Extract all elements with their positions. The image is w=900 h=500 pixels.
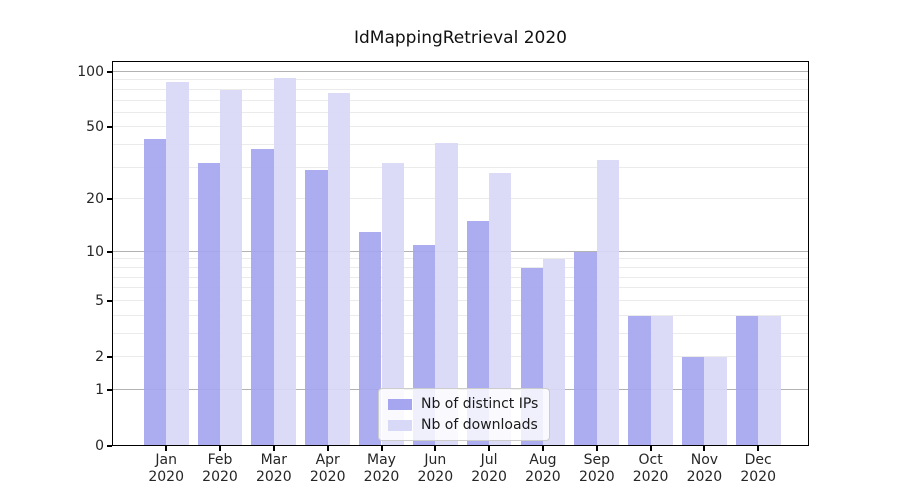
- bar-feb-downloads: [220, 89, 243, 446]
- x-tick-label: Nov 2020: [686, 452, 723, 485]
- x-tick-mark: [757, 446, 760, 451]
- bar-sep-distinct-ips: [574, 251, 597, 446]
- bar-jul-downloads: [489, 173, 512, 446]
- y-tick-mark: [107, 198, 112, 201]
- x-tick-mark: [380, 446, 383, 451]
- x-tick-mark: [219, 446, 221, 451]
- y-tick-mark: [107, 356, 112, 358]
- gridline-minor: [112, 266, 809, 268]
- bar-nov-downloads: [704, 357, 727, 446]
- gridline-minor: [112, 144, 809, 146]
- gridline-minor: [112, 332, 809, 334]
- x-tick-mark: [649, 446, 652, 451]
- y-tick-label: 0: [95, 438, 104, 454]
- bar-jan-downloads: [166, 82, 189, 446]
- legend-item-downloads: Nb of downloads: [388, 417, 538, 433]
- y-tick-mark: [107, 250, 112, 253]
- x-tick-mark: [488, 446, 491, 451]
- legend: Nb of distinct IPs Nb of downloads: [378, 388, 551, 441]
- bar-may-distinct-ips: [359, 232, 382, 446]
- x-tick-label: Mar 2020: [255, 452, 292, 485]
- bar-jan-distinct-ips: [143, 139, 167, 446]
- y-tick-label: 100: [77, 64, 104, 80]
- y-tick-mark: [107, 299, 112, 302]
- x-tick-label: May 2020: [363, 452, 400, 485]
- x-tick-label: Aug 2020: [525, 452, 561, 485]
- x-tick-label: Oct 2020: [632, 452, 669, 485]
- gridline-minor: [112, 198, 809, 200]
- bar-mar-downloads: [273, 77, 297, 446]
- legend-label-downloads: Nb of downloads: [421, 417, 538, 433]
- y-tick-label: 5: [95, 292, 104, 309]
- x-tick-mark: [434, 446, 437, 451]
- bar-sep-downloads: [596, 160, 620, 446]
- y-tick-label: 2: [95, 349, 104, 365]
- y-tick-label: 10: [86, 243, 104, 260]
- bar-nov-distinct-ips: [682, 357, 705, 446]
- x-tick-label: Feb 2020: [202, 452, 238, 485]
- bar-dec-downloads: [758, 315, 781, 446]
- x-tick-mark: [595, 446, 598, 451]
- x-tick-mark: [326, 446, 329, 451]
- bar-mar-distinct-ips: [251, 149, 274, 446]
- gridline-minor: [112, 99, 809, 101]
- legend-label-distinct-ips: Nb of distinct IPs: [421, 396, 539, 412]
- bar-dec-distinct-ips: [735, 315, 759, 446]
- gridline-minor: [112, 276, 809, 278]
- bar-jun-downloads: [435, 143, 458, 446]
- bar-apr-distinct-ips: [305, 170, 328, 446]
- gridline-minor: [112, 299, 809, 301]
- bar-apr-downloads: [327, 92, 351, 446]
- x-tick-label: Apr 2020: [309, 452, 346, 485]
- y-tick-label: 20: [86, 191, 104, 208]
- gridline-minor: [112, 79, 809, 81]
- y-tick-mark: [107, 126, 112, 129]
- bar-oct-downloads: [650, 315, 673, 446]
- chart-title: IdMappingRetrieval 2020: [354, 28, 567, 48]
- gridline-minor: [112, 287, 809, 289]
- gridline-minor: [112, 355, 809, 357]
- x-tick-mark: [703, 446, 706, 451]
- gridline-minor: [112, 166, 809, 168]
- legend-swatch-downloads: [388, 419, 412, 431]
- x-tick-label: Sep 2020: [578, 452, 615, 485]
- y-tick-label: 50: [86, 119, 104, 136]
- x-tick-mark: [541, 446, 544, 451]
- x-tick-label: Jan 2020: [148, 452, 184, 485]
- gridline-minor: [112, 126, 809, 128]
- gridline-major: [112, 250, 809, 252]
- x-tick-label: Dec 2020: [740, 452, 776, 485]
- y-tick-mark: [107, 445, 112, 447]
- gridline-minor: [112, 111, 809, 113]
- y-tick-label: 1: [95, 381, 104, 398]
- x-tick-mark: [165, 446, 168, 451]
- bar-oct-distinct-ips: [628, 315, 651, 446]
- x-tick-label: Jul 2020: [471, 452, 507, 485]
- x-tick-label: Jun 2020: [417, 452, 454, 485]
- y-tick-mark: [107, 388, 112, 391]
- bar-feb-distinct-ips: [197, 162, 220, 446]
- gridline-major: [112, 71, 809, 72]
- gridline-minor: [112, 88, 809, 90]
- x-tick-mark: [272, 446, 275, 451]
- legend-swatch-distinct-ips: [388, 398, 412, 410]
- y-tick-mark: [107, 71, 112, 73]
- legend-item-distinct-ips: Nb of distinct IPs: [388, 396, 538, 412]
- gridline-minor: [112, 314, 809, 316]
- bar-may-downloads: [381, 162, 404, 446]
- gridline-minor: [112, 258, 809, 260]
